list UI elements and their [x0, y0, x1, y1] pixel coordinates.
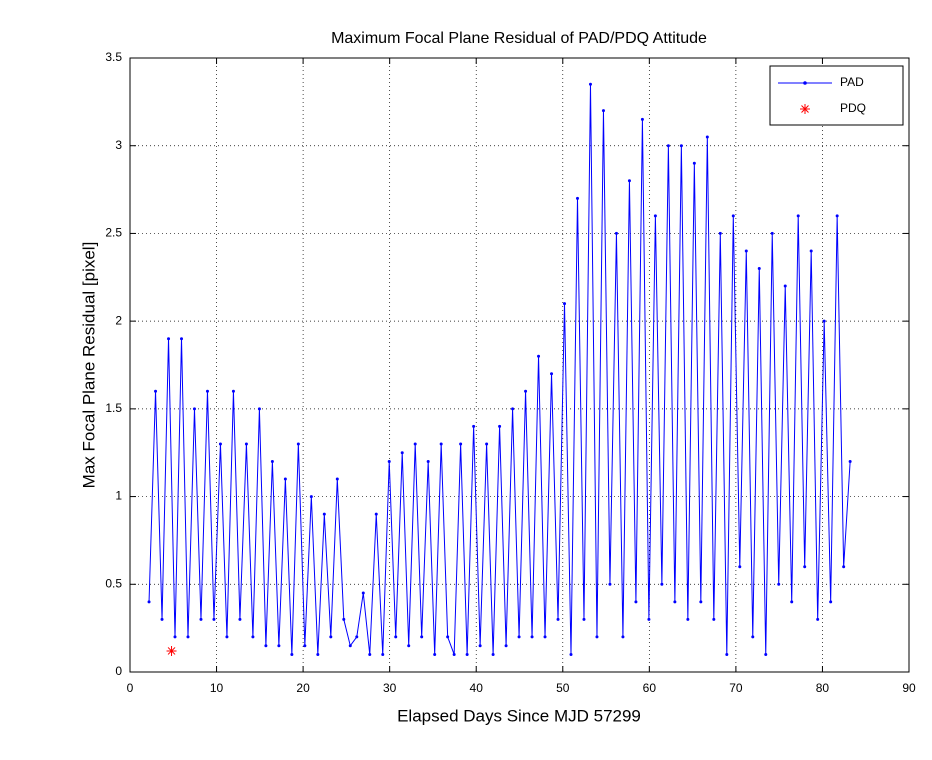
- y-tick-label: 2: [115, 313, 122, 327]
- x-tick-label: 40: [470, 681, 484, 695]
- data-point: [166, 645, 177, 656]
- x-tick-label: 0: [127, 681, 134, 695]
- chart-title: Maximum Focal Plane Residual of PAD/PDQ …: [331, 30, 707, 47]
- legend-swatch: [803, 81, 807, 85]
- y-tick-label: 3: [115, 138, 122, 152]
- y-tick-label: 0.5: [105, 576, 122, 590]
- y-tick-label: 1: [115, 489, 122, 503]
- x-tick-label: 20: [296, 681, 310, 695]
- y-tick-label: 2.5: [105, 226, 122, 240]
- x-tick-label: 60: [643, 681, 657, 695]
- x-tick-label: 70: [729, 681, 743, 695]
- legend-label: PAD: [840, 75, 864, 89]
- x-tick-label: 90: [902, 681, 916, 695]
- y-tick-label: 1.5: [105, 401, 122, 415]
- legend-box: [769, 65, 904, 126]
- legend-label: PDQ: [840, 101, 866, 115]
- y-tick-label: 0: [115, 664, 122, 678]
- y-axis-label: Max Focal Plane Residual [pixel]: [79, 242, 98, 489]
- plot-frame: [129, 57, 910, 673]
- legend-swatch: [800, 104, 810, 114]
- x-tick-label: 30: [383, 681, 397, 695]
- x-tick-label: 10: [210, 681, 224, 695]
- x-tick-label: 50: [556, 681, 570, 695]
- x-axis-label: Elapsed Days Since MJD 57299: [397, 706, 641, 725]
- data-line: [147, 82, 852, 656]
- y-tick-label: 3.5: [105, 50, 122, 64]
- x-tick-label: 80: [816, 681, 830, 695]
